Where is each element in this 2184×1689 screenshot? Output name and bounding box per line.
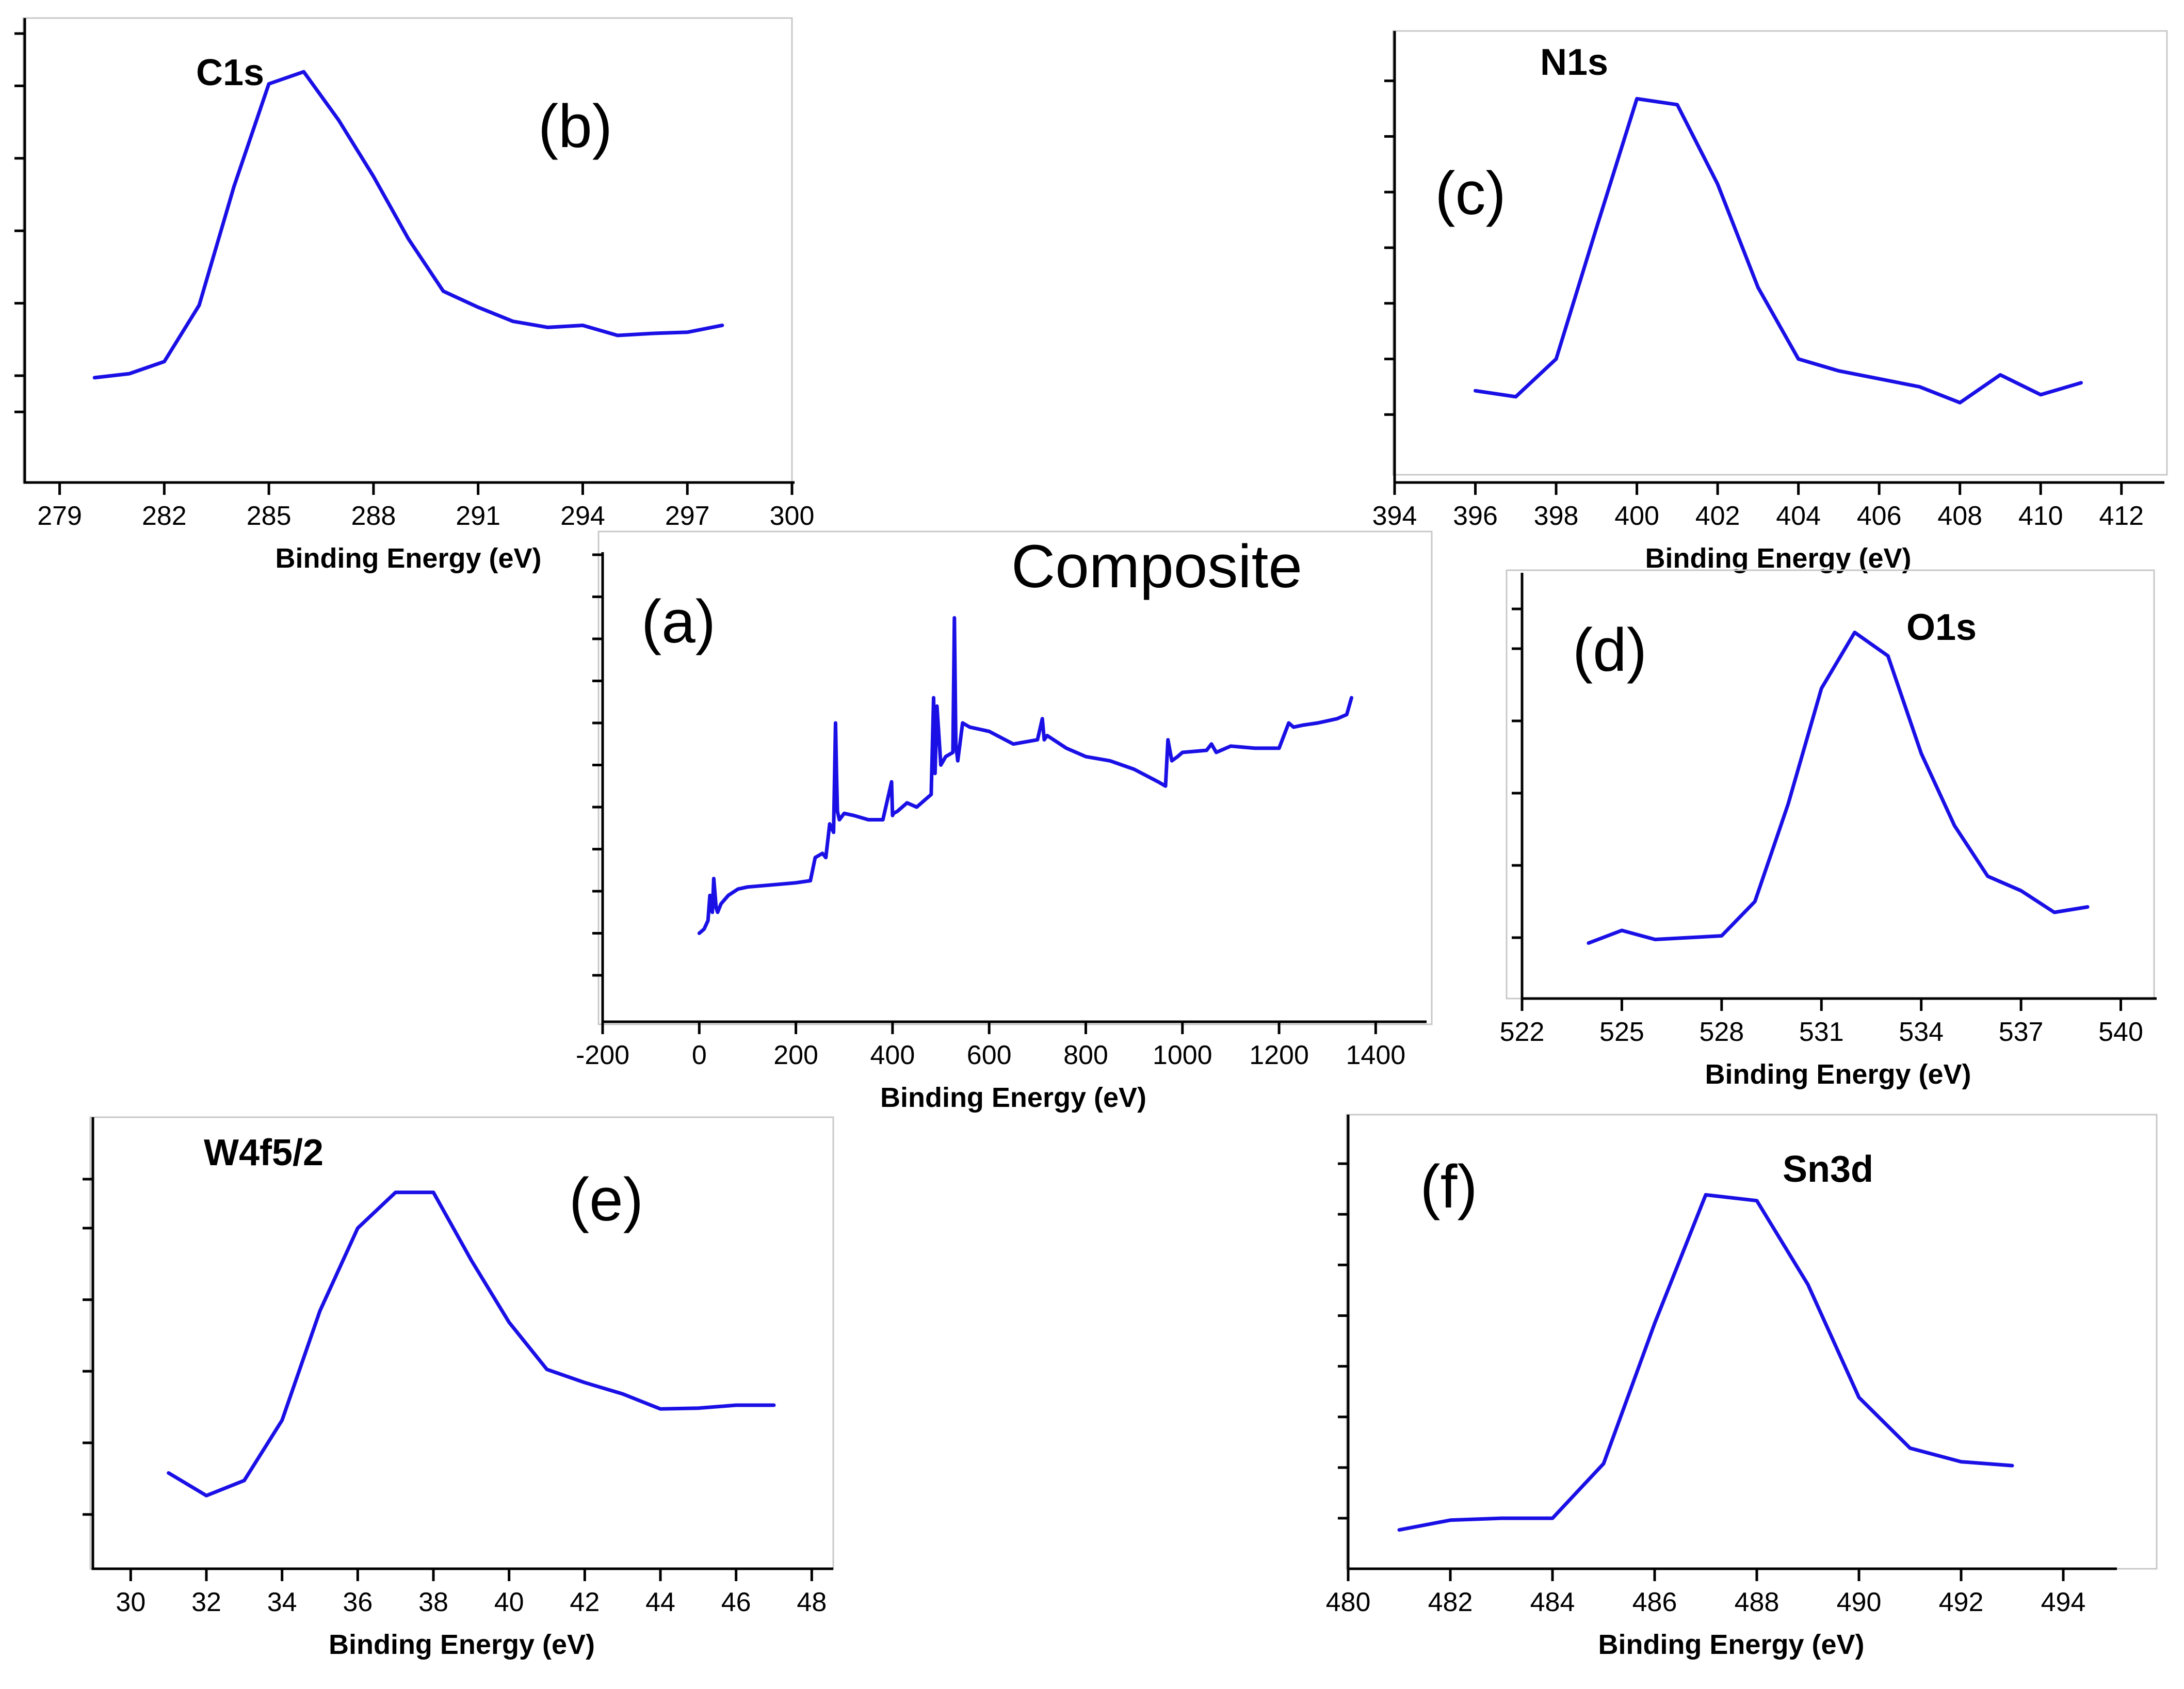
panel-letter: (f) — [1420, 1153, 1477, 1221]
x-tick-label: 528 — [1699, 1017, 1744, 1047]
panel-c: 394 396 398 400 402 404 406 408 410 412 Binding En… — [1372, 30, 2168, 574]
x-tick-label: 200 — [773, 1040, 818, 1070]
x-axis-label: Binding Energy (eV) — [880, 1082, 1146, 1113]
element-label: O1s — [1906, 607, 1977, 648]
x-tick-label: 36 — [343, 1587, 373, 1617]
panel-f: 480 482 484 486 488 490 492 494 Binding Energy (… — [1326, 1114, 2158, 1660]
panel-letter: (b) — [538, 92, 612, 160]
panel-d: 522 525 528 531 534 537 540 Binding Energy (eV)… — [1500, 569, 2157, 1090]
x-tick-label: 30 — [116, 1587, 145, 1617]
plot-frame — [22, 17, 793, 484]
x-tick-label: 492 — [1939, 1587, 1984, 1617]
series-line-d — [1587, 631, 2090, 945]
plot-frame — [1392, 30, 2168, 476]
x-tick-label: 522 — [1500, 1017, 1545, 1047]
axes — [1393, 31, 2164, 484]
x-tick-label: 404 — [1776, 501, 1821, 531]
x-tick-label: 32 — [191, 1587, 221, 1617]
x-tick-label: 406 — [1857, 501, 1902, 531]
panel-a: -200 0 200 400 600 800 1000 1200 1400 Binding Ene… — [576, 530, 1433, 1113]
x-tick-label: 494 — [2041, 1587, 2086, 1617]
element-label: N1s — [1540, 42, 1608, 83]
x-tick-label: 412 — [2099, 501, 2144, 531]
x-tick-label: 600 — [967, 1040, 1012, 1070]
x-tick-label: 282 — [142, 501, 187, 531]
panel-letter: (c) — [1435, 159, 1506, 228]
x-tick-label: 46 — [721, 1587, 751, 1617]
x-tick-label: 288 — [351, 501, 396, 531]
x-tick-label: 400 — [1614, 501, 1659, 531]
x-tick-label: 408 — [1937, 501, 1982, 531]
x-tick-label: 1000 — [1153, 1040, 1212, 1070]
x-tick-label: 1400 — [1346, 1040, 1406, 1070]
x-tick-label: 291 — [456, 501, 500, 531]
x-tick-label: 38 — [418, 1587, 448, 1617]
series-line-f — [1397, 1193, 2014, 1532]
element-label: C1s — [196, 52, 264, 93]
x-tick-label: 482 — [1428, 1587, 1473, 1617]
plot-frame — [89, 1116, 834, 1570]
x-axis-label: Binding Energy (eV) — [275, 543, 541, 574]
x-axis-label: Binding Energy (eV) — [1705, 1059, 1971, 1090]
x-tick-label: 279 — [37, 501, 82, 531]
x-tick-label: 34 — [267, 1587, 297, 1617]
panel-letter: (a) — [641, 588, 716, 656]
series-line-c — [1474, 96, 2083, 405]
element-label: W4f5/2 — [204, 1132, 323, 1173]
x-tick-label: 800 — [1063, 1040, 1108, 1070]
x-tick-label: 294 — [560, 501, 605, 531]
axes — [91, 1117, 833, 1570]
axes — [601, 552, 1427, 1023]
x-tick-label: 48 — [797, 1587, 827, 1617]
x-tick-label: 44 — [645, 1587, 675, 1617]
x-axis-label: Binding Energy (eV) — [1645, 543, 1911, 574]
series-line-b — [92, 70, 724, 380]
x-tick-label: 396 — [1453, 501, 1498, 531]
x-tick-label: 540 — [2098, 1017, 2143, 1047]
x-tick-label: 300 — [770, 501, 815, 531]
panel-letter: (e) — [569, 1166, 643, 1234]
x-tick-label: 398 — [1534, 501, 1579, 531]
axes — [23, 18, 795, 484]
x-tick-label: 486 — [1632, 1587, 1677, 1617]
x-axis-label: Binding Energy (eV) — [329, 1629, 595, 1660]
x-tick-label: 531 — [1799, 1017, 1844, 1047]
x-tick-label: 40 — [494, 1587, 524, 1617]
x-tick-label: 525 — [1599, 1017, 1644, 1047]
x-tick-label: 394 — [1372, 501, 1417, 531]
x-tick-label: 480 — [1326, 1587, 1371, 1617]
panel-b: 279 282 285 288 291 294 297 300 Binding Energy (… — [14, 17, 815, 574]
x-tick-label: 297 — [665, 501, 710, 531]
series-line-a — [697, 616, 1353, 935]
plot-frame — [597, 530, 1433, 1025]
x-axis-label: Binding Energy (eV) — [1598, 1629, 1864, 1660]
x-tick-label: 534 — [1899, 1017, 1944, 1047]
x-tick-label: 410 — [2018, 501, 2063, 531]
x-tick-label: -200 — [576, 1040, 629, 1070]
x-tick-label: 402 — [1695, 501, 1740, 531]
x-tick-label: 537 — [1999, 1017, 2044, 1047]
x-tick-label: 285 — [247, 501, 292, 531]
panel-letter: (d) — [1573, 616, 1647, 684]
panel-e: 30 32 34 36 38 40 42 44 46 48 Binding Energy (eV) (… — [83, 1116, 834, 1660]
series-line-e — [167, 1191, 776, 1498]
x-tick-label: 484 — [1530, 1587, 1575, 1617]
x-tick-label: 488 — [1735, 1587, 1779, 1617]
chart-title: Composite — [1011, 533, 1302, 601]
x-tick-label: 1200 — [1249, 1040, 1309, 1070]
x-tick-label: 490 — [1837, 1587, 1882, 1617]
x-tick-label: 400 — [870, 1040, 915, 1070]
x-tick-label: 0 — [692, 1040, 707, 1070]
x-tick-label: 42 — [570, 1587, 600, 1617]
element-label: Sn3d — [1783, 1149, 1873, 1190]
